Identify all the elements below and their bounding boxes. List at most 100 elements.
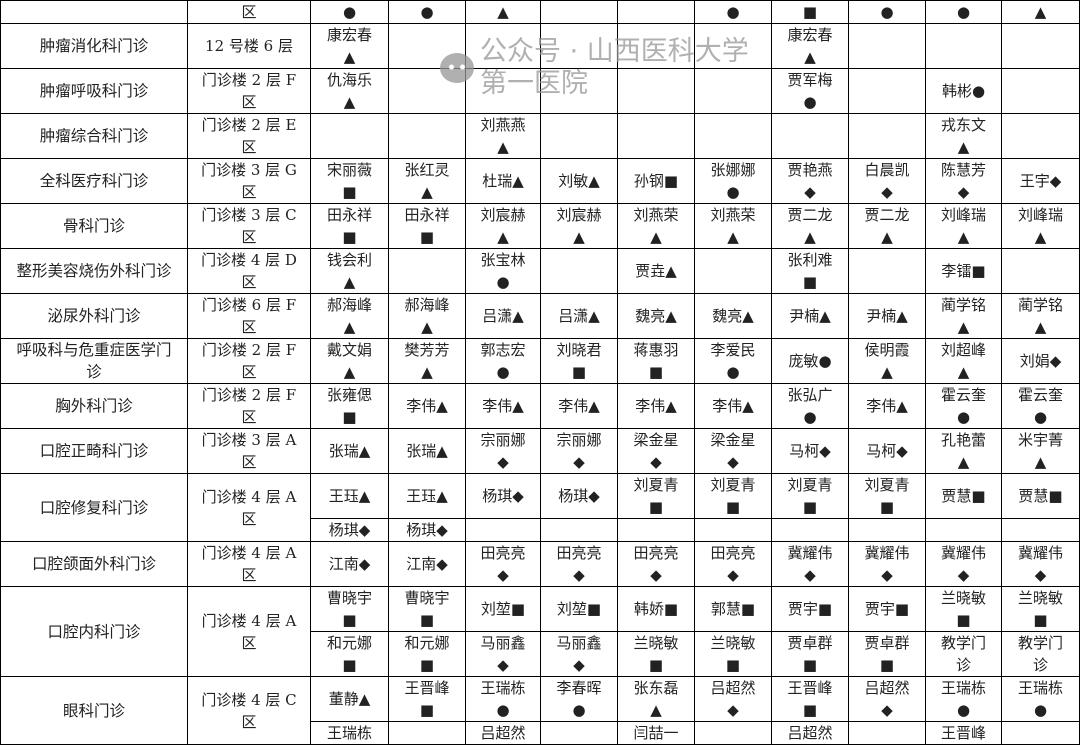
doctor-cell: 戎东文 ▲ [925, 113, 1002, 159]
doctor-cell [617, 23, 695, 69]
doctor-cell: 贾二龙 ▲ [848, 203, 926, 249]
doctor-cell: 王瑞栋 ● [465, 676, 541, 722]
doctor-cell: 米宇菁 ▲ [1001, 428, 1080, 474]
doctor-cell: ▲ [1001, 0, 1080, 24]
doctor-cell: 孔艳蕾 ▲ [925, 428, 1002, 474]
doctor-cell: 尹楠▲ [848, 293, 926, 339]
table-row: 呼吸科与危重症医学门 诊门诊楼 2 层 F 区戴文娟 ▲ 樊芳芳 ▲ 郭志宏 ● 刘晓… [0, 338, 1080, 384]
doctor-cell [388, 23, 466, 69]
doctor-cell: 魏亮▲ [617, 293, 695, 339]
doctor-cell: 陈慧芳 ◆ [925, 158, 1002, 204]
doctor-cell: 刘超峰 ▲ [925, 338, 1002, 384]
doctor-cell: 张弘广 ● [771, 383, 849, 429]
doctor-cell: 刘夏青 ■ [848, 473, 926, 519]
doctor-cell: 韩彬● [925, 68, 1002, 114]
doctor-cell: 刘峰瑞 ▲ [1001, 203, 1080, 249]
doctor-cell [848, 23, 926, 69]
doctor-cell: 贾卓群 ■ [848, 631, 926, 677]
doctor-cell: 梁金星 ◆ [617, 428, 695, 474]
doctor-cell [540, 721, 618, 745]
doctor-cell [848, 721, 926, 745]
doctor-cell: 贾艳燕 ◆ [771, 158, 849, 204]
table-row: 口腔正畸科门诊 门诊楼 3 层 A 区张瑞▲ 张瑞▲ 宗丽娜 ◆ 宗丽娜 ◆ 梁金星 ◆ 梁… [0, 428, 1080, 474]
doctor-cell: 杜瑞▲ [465, 158, 541, 204]
location-cell: 门诊楼 4 层 A 区 [187, 541, 311, 587]
doctor-cell: ● [848, 0, 926, 24]
doctor-cell: 王晋峰 [925, 721, 1002, 745]
doctor-cell [617, 518, 695, 542]
doctor-cell: 刘夏青 ■ [771, 473, 849, 519]
doctor-cell: 和元娜 ■ [388, 631, 466, 677]
doctor-cell: 冀耀伟 ◆ [848, 541, 926, 587]
doctor-cell: 马丽鑫 ◆ [540, 631, 618, 677]
doctor-cell: 江南◆ [310, 541, 389, 587]
doctor-cell [617, 113, 695, 159]
doctor-cell: 李伟▲ [848, 383, 926, 429]
department-cell: 口腔颌面外科门诊 [0, 541, 188, 587]
table-row: 全科医疗科门诊 门诊楼 3 层 G 区宋丽薇 ■ 张红灵 ▲ 杜瑞▲ 刘敏▲ 孙钢■ 张娜娜… [0, 158, 1080, 204]
doctor-cell [848, 248, 926, 294]
doctor-cell [310, 113, 389, 159]
doctor-cell: 张东磊 ▲ [617, 676, 695, 722]
doctor-cell: 刘宸赫 ▲ [540, 203, 618, 249]
doctor-cell: 刘峰瑞 ▲ [925, 203, 1002, 249]
table-row: 骨科门诊 门诊楼 3 层 C 区田永祥 ■ 田永祥 ■ 刘宸赫 ▲ 刘宸赫 ▲ 刘燕荣 ▲… [0, 203, 1080, 249]
doctor-cell: 王珏▲ [388, 473, 466, 519]
doctor-cell [694, 23, 772, 69]
doctor-cell: 蔺学铭 ▲ [925, 293, 1002, 339]
doctor-cell: 董静▲ [310, 676, 389, 722]
location-cell: 门诊楼 2 层 F 区 [187, 338, 311, 384]
doctor-cell: 马柯◆ [848, 428, 926, 474]
doctor-cell: 王晋峰 ■ [388, 676, 466, 722]
doctor-cell: 吕潇▲ [540, 293, 618, 339]
doctor-cell [540, 23, 618, 69]
doctor-cell [540, 113, 618, 159]
doctor-cell: 吕超然 [771, 721, 849, 745]
doctor-cell: ▲ [465, 0, 541, 24]
doctor-cell: 贾宇■ [848, 586, 926, 632]
doctor-cell: 樊芳芳 ▲ [388, 338, 466, 384]
doctor-cell: 刘宸赫 ▲ [465, 203, 541, 249]
table-row: 胸外科门诊 门诊楼 2 层 F 区张雍偲 ■ 李伟▲ 李伟▲ 李伟▲ 李伟▲ 李伟▲ 张弘广 … [0, 383, 1080, 429]
table-row: 口腔颌面外科门诊 门诊楼 4 层 A 区江南◆ 江南◆ 田亮亮 ◆ 田亮亮 ◆ 田亮亮 ◆… [0, 541, 1080, 587]
department-cell: 肿瘤消化科门诊 [0, 23, 188, 69]
location-cell: 门诊楼 4 层 A 区 [187, 586, 311, 677]
doctor-cell: 马柯◆ [771, 428, 849, 474]
doctor-cell [617, 68, 695, 114]
table-row: 口腔修复科门诊 门诊楼 4 层 A 区王珏▲ 王珏▲ 杨琪◆ 杨琪◆ 刘夏青 ■ 刘夏青 ■… [0, 473, 1080, 542]
doctor-cell: 郭慧■ [694, 586, 772, 632]
location-cell: 门诊楼 2 层 F 区 [187, 68, 311, 114]
doctor-cell: 兰晓敏 ■ [694, 631, 772, 677]
location-cell: 门诊楼 2 层 F 区 [187, 383, 311, 429]
doctor-cell: 吕超然 ◆ [848, 676, 926, 722]
doctor-cell: 王晋峰 ■ [771, 676, 849, 722]
doctor-cell: 兰晓敏 ■ [925, 586, 1002, 632]
doctor-cell: 宋丽薇 ■ [310, 158, 389, 204]
doctor-cell: 张瑞▲ [388, 428, 466, 474]
doctor-cell [617, 0, 695, 24]
doctor-cell [694, 68, 772, 114]
doctor-cell: 教学门 诊 [1001, 631, 1080, 677]
doctor-cell: 张宝林 ● [465, 248, 541, 294]
doctor-cell: 田亮亮 ◆ [465, 541, 541, 587]
doctor-cell: 冀耀伟 ◆ [925, 541, 1002, 587]
doctor-cell: 贾慧■ [925, 473, 1002, 519]
doctor-cell: 贾慧■ [1001, 473, 1080, 519]
doctor-cell: 马丽鑫 ◆ [465, 631, 541, 677]
location-cell: 门诊楼 6 层 F 区 [187, 293, 311, 339]
doctor-cell [694, 518, 772, 542]
doctor-cell: 兰晓敏 ■ [617, 631, 695, 677]
doctor-cell: 贾垚▲ [617, 248, 695, 294]
doctor-cell: 霍云奎 ● [1001, 383, 1080, 429]
doctor-cell: 白晨凯 ◆ [848, 158, 926, 204]
doctor-cell: 贾军梅 ● [771, 68, 849, 114]
doctor-cell: 江南◆ [388, 541, 466, 587]
table-row: 区 ● ● ▲ ● ■ ● ● ▲ [0, 0, 1080, 24]
doctor-cell [540, 518, 618, 542]
doctor-cell: 曹晓宇 ■ [388, 586, 466, 632]
doctor-cell: 李伟▲ [388, 383, 466, 429]
doctor-cell [465, 68, 541, 114]
table-row: 口腔内科门诊 门诊楼 4 层 A 区曹晓宇 ■ 曹晓宇 ■ 刘堃■ 刘堃■ 韩娇■ 郭慧■ 贾… [0, 586, 1080, 677]
department-cell: 胸外科门诊 [0, 383, 188, 429]
department-cell: 肿瘤呼吸科门诊 [0, 68, 188, 114]
